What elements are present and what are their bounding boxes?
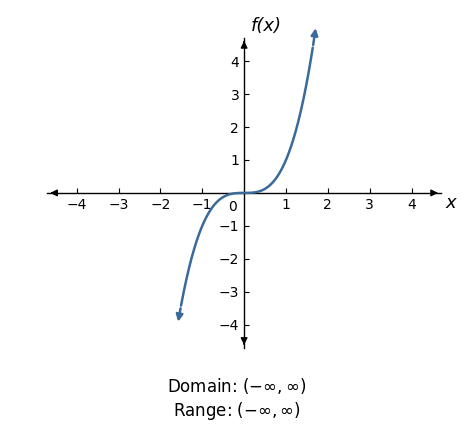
Text: 0: 0 bbox=[228, 200, 237, 214]
Text: f(x): f(x) bbox=[250, 17, 282, 35]
Text: Range: $(-\infty, \infty)$: Range: $(-\infty, \infty)$ bbox=[173, 400, 301, 422]
Text: Domain: $(-\infty, \infty)$: Domain: $(-\infty, \infty)$ bbox=[167, 376, 307, 396]
Text: x: x bbox=[446, 194, 456, 212]
